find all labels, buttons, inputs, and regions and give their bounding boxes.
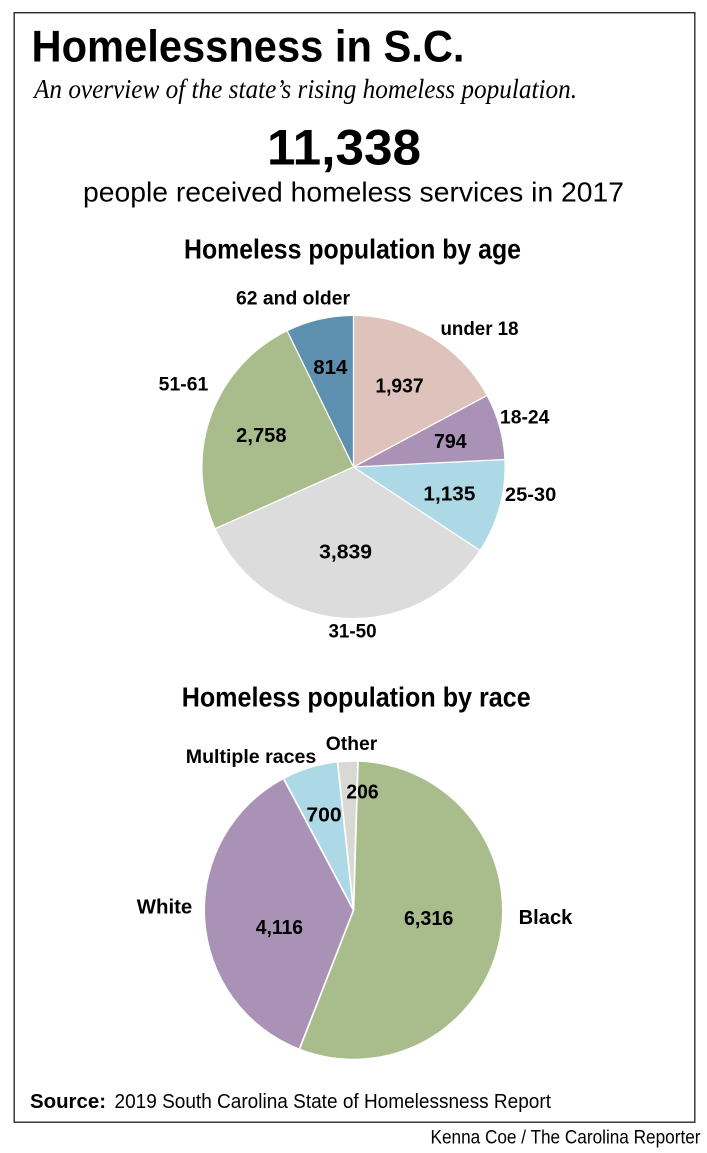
svg-text:White: White [137,897,193,919]
svg-text:31-50: 31-50 [328,621,376,642]
svg-text:62 and older: 62 and older [236,288,351,309]
svg-text:Black: Black [519,907,574,929]
svg-text:An overview of the state’s ris: An overview of the state’s rising homele… [32,74,577,104]
svg-text:25-30: 25-30 [505,485,556,506]
svg-text:11,338: 11,338 [267,119,421,175]
svg-text:people received homeless servi: people received homeless services in 201… [83,177,624,208]
svg-text:51-61: 51-61 [159,374,209,395]
svg-text:700: 700 [306,804,341,826]
svg-text:18-24: 18-24 [500,407,550,428]
svg-text:1,135: 1,135 [423,484,475,506]
svg-text:2019 South Carolina State of H: 2019 South Carolina State of Homelessnes… [115,1091,552,1113]
svg-text:Other: Other [326,734,378,755]
svg-text:2,758: 2,758 [236,425,286,447]
svg-text:4,116: 4,116 [256,917,303,939]
svg-text:Source:: Source: [30,1091,106,1113]
svg-text:6,316: 6,316 [404,908,454,930]
svg-text:Multiple races: Multiple races [186,747,316,768]
svg-text:206: 206 [346,781,378,803]
svg-text:under 18: under 18 [441,319,519,340]
svg-text:814: 814 [313,357,348,379]
svg-text:3,839: 3,839 [319,542,372,564]
svg-text:Homelessness in S.C.: Homelessness in S.C. [32,22,465,71]
svg-text:Kenna Coe / The Carolina Repor: Kenna Coe / The Carolina Reporter [431,1127,701,1149]
svg-text:1,937: 1,937 [375,375,423,397]
svg-text:Homeless population by race: Homeless population by race [182,682,531,713]
svg-text:794: 794 [434,431,467,453]
svg-text:Homeless population by age: Homeless population by age [184,233,521,264]
